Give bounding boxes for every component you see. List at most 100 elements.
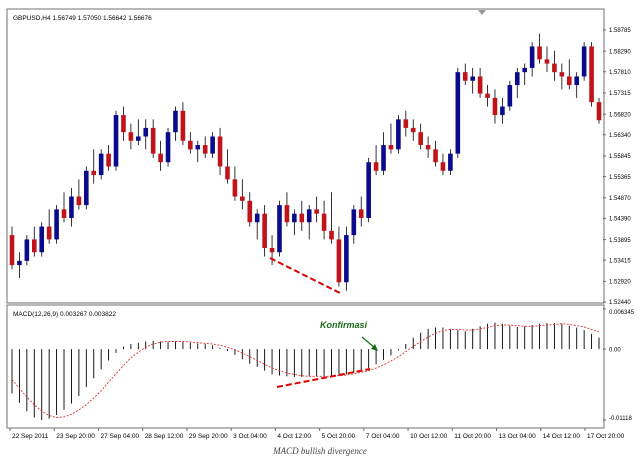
candle-bearish — [552, 63, 557, 73]
price-tick-label: 1.56340 — [609, 133, 631, 139]
candle-bearish — [596, 102, 602, 121]
price-tick-label: 1.58290 — [609, 49, 631, 55]
macd-tick-label: -0.01118 — [609, 416, 632, 422]
candle-bearish — [329, 230, 334, 240]
chart-window[interactable]: GBPUSD,H4 1.56749 1.57050 1.56642 1.5667… — [0, 0, 640, 446]
time-tick-label: 4 Oct 12:00 — [277, 433, 311, 440]
candle-bearish — [284, 205, 290, 223]
candle-bullish — [39, 226, 45, 253]
candle-bearish — [477, 76, 483, 94]
candle-bearish — [158, 153, 163, 163]
candle-bullish — [448, 153, 453, 171]
candle-bearish — [269, 247, 275, 253]
candle-bullish — [54, 209, 59, 240]
price-tick-label: 1.54390 — [609, 217, 631, 223]
candle-bearish — [188, 140, 193, 150]
candle-bullish — [366, 162, 371, 218]
candle-bullish — [381, 145, 386, 171]
candle-bullish — [98, 153, 104, 176]
chart-canvas[interactable]: GBPUSD,H4 1.56749 1.57050 1.56642 1.5667… — [0, 0, 640, 446]
candle-bearish — [544, 59, 550, 64]
candle-bearish — [314, 209, 319, 214]
candle-bearish — [559, 72, 565, 77]
price-tick-label: 1.57315 — [609, 91, 631, 97]
candle-bearish — [462, 72, 468, 81]
candle-bearish — [91, 170, 97, 176]
time-tick-label: 27 Sep 04:00 — [100, 433, 139, 440]
candle-bearish — [217, 136, 223, 167]
macd-panel-frame — [6, 304, 605, 429]
price-tick-label: 1.53415 — [609, 258, 631, 264]
candle-bearish — [150, 127, 156, 154]
candle-bearish — [61, 209, 67, 218]
candle-bullish — [24, 239, 30, 261]
time-tick-label: 23 Sep 20:00 — [56, 433, 95, 440]
candle-bullish — [277, 205, 282, 253]
candle-bullish — [514, 72, 520, 86]
candle-bearish — [358, 209, 364, 218]
candle-bullish — [529, 46, 535, 68]
candle-bearish — [321, 213, 327, 231]
candle-bearish — [410, 127, 416, 133]
candle-bullish — [522, 67, 527, 73]
time-tick-label: 13 Oct 04:00 — [499, 433, 537, 440]
candle-bullish — [344, 235, 349, 283]
price-tick-label: 1.52920 — [609, 280, 631, 286]
time-tick-label: 11 Oct 20:00 — [454, 433, 491, 440]
candle-bearish — [566, 76, 572, 86]
price-tick-label: 1.55365 — [609, 175, 631, 181]
time-tick-label: 14 Oct 12:00 — [543, 433, 581, 440]
candle-bullish — [210, 136, 215, 154]
candle-bullish — [254, 213, 260, 223]
candle-bearish — [225, 166, 230, 180]
candle-bearish — [240, 196, 245, 201]
figure-caption: MACD bullish divergence — [273, 446, 367, 456]
candle-bearish — [418, 132, 423, 146]
price-tick-label: 1.54870 — [609, 196, 631, 202]
macd-signal-line — [11, 323, 600, 418]
candle-bearish — [373, 162, 379, 171]
time-tick-label: 10 Oct 12:00 — [410, 433, 448, 440]
candle-bearish — [485, 93, 490, 98]
time-tick-label: 17 Oct 20:00 — [587, 433, 625, 440]
price-panel-label: GBPUSD,H4 1.56749 1.57050 1.56642 1.5667… — [13, 15, 152, 22]
macd-axis: 0.006345 0.00 -0.01118 — [603, 308, 635, 422]
candle-bearish — [9, 235, 15, 266]
candle-bullish — [581, 46, 587, 77]
price-panel-frame — [6, 8, 605, 304]
candle-bearish — [440, 162, 446, 171]
confirmation-label: Konfirmasi — [320, 320, 368, 330]
candle-bullish — [306, 209, 312, 223]
candle-bullish — [470, 76, 475, 81]
price-tick-label: 1.57810 — [609, 70, 631, 76]
price-tick-label: 1.55845 — [609, 154, 631, 160]
chart-shift-marker-icon[interactable] — [478, 10, 486, 15]
candle-bearish — [537, 46, 542, 60]
candle-bearish — [121, 115, 126, 133]
candle-bullish — [84, 170, 89, 206]
candle-bearish — [403, 119, 409, 128]
candle-bullish — [173, 110, 178, 133]
time-tick-label: 22 Sep 2011 — [12, 433, 49, 440]
macd-tick-label: 0.00 — [609, 347, 621, 353]
candle-bullish — [143, 127, 149, 137]
candle-bearish — [247, 200, 253, 223]
macd-tick-label: 0.006345 — [609, 310, 635, 316]
candle-bearish — [232, 179, 238, 197]
price-tick-label: 1.52440 — [609, 300, 631, 306]
candle-bearish — [202, 145, 208, 154]
time-axis: 22 Sep 2011 23 Sep 20:00 27 Sep 04:00 28 Se… — [9, 428, 625, 440]
candle-bullish — [165, 132, 171, 163]
candle-bearish — [46, 226, 52, 240]
candle-bullish — [574, 76, 580, 86]
candle-bullish — [507, 85, 513, 107]
candle-bearish — [492, 97, 498, 116]
candle-bearish — [425, 145, 431, 150]
price-divergence-line — [269, 257, 343, 295]
confirmation-arrow-icon — [361, 336, 378, 351]
time-tick-label: 29 Sep 20:00 — [189, 433, 228, 440]
time-tick-label: 5 Oct 20:00 — [322, 433, 356, 440]
candle-bearish — [180, 110, 186, 141]
candle-bearish — [336, 239, 342, 283]
macd-divergence-line — [276, 368, 371, 388]
